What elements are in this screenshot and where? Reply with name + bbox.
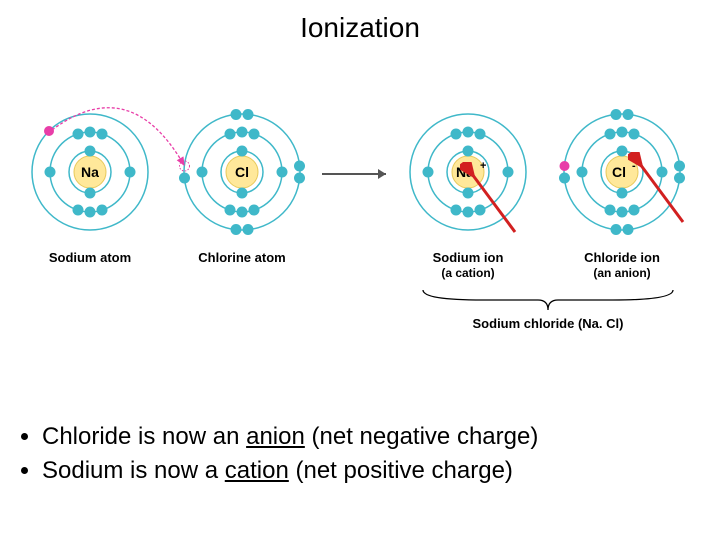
chloride-ion-label: Chloride ion (an anion) bbox=[552, 250, 692, 280]
reaction-arrow-icon bbox=[320, 164, 400, 184]
anion-annotation-arrow bbox=[628, 152, 698, 232]
chlorine-atom-label: Chlorine atom bbox=[172, 250, 312, 265]
bullet-cation: Sodium is now a cation (net positive cha… bbox=[42, 454, 538, 488]
ionization-diagram: Na Sodium atom Cl bbox=[0, 52, 720, 352]
element-symbol: Cl bbox=[612, 164, 626, 180]
sodium-ion-label: Sodium ion (a cation) bbox=[398, 250, 538, 280]
sodium-atom-label: Sodium atom bbox=[20, 250, 160, 265]
bullet-anion: Chloride is now an anion (net negative c… bbox=[42, 420, 538, 454]
electron-transfer-arrow bbox=[0, 52, 400, 252]
page-title: Ionization bbox=[0, 0, 720, 52]
compound-brace-icon bbox=[418, 288, 678, 316]
compound-label: Sodium chloride (Na. Cl) bbox=[418, 316, 678, 331]
gained-electron bbox=[560, 161, 570, 171]
cation-annotation-arrow bbox=[460, 162, 530, 242]
bullet-list: Chloride is now an anion (net negative c… bbox=[20, 420, 538, 487]
